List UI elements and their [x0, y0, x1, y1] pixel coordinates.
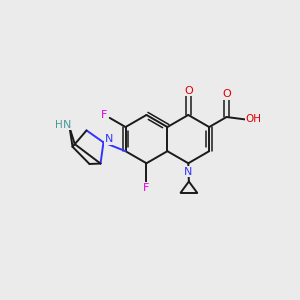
- Text: F: F: [101, 110, 107, 120]
- Text: H: H: [56, 120, 63, 130]
- Text: N: N: [105, 134, 113, 144]
- Text: OH: OH: [245, 114, 261, 124]
- Text: O: O: [184, 85, 193, 95]
- Text: F: F: [143, 183, 150, 193]
- Text: O: O: [222, 89, 231, 99]
- Text: N: N: [63, 120, 71, 130]
- Text: N: N: [184, 167, 193, 177]
